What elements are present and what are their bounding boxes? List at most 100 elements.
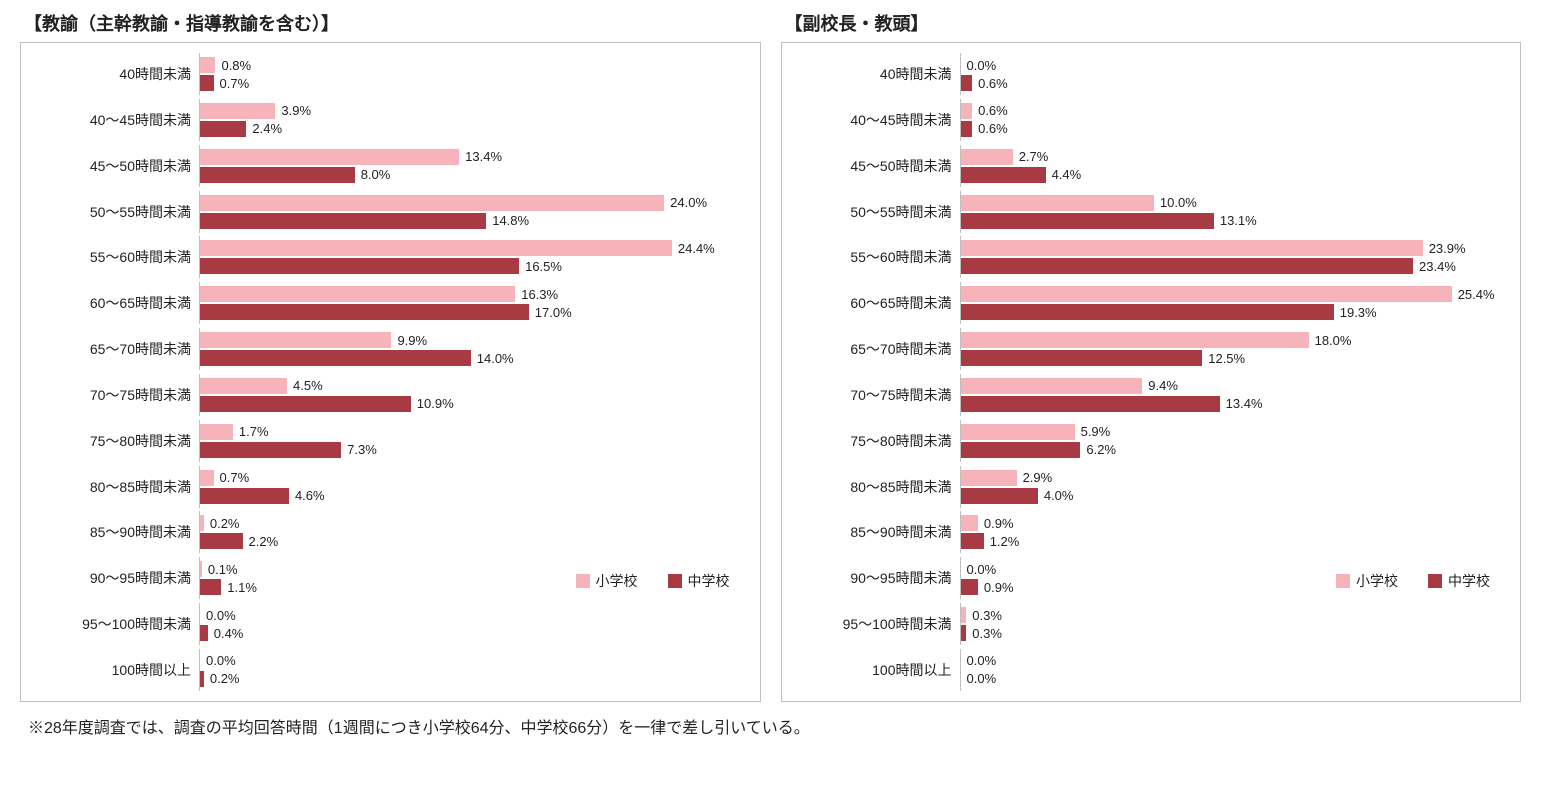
legend: 小学校 中学校	[576, 571, 730, 591]
bar	[961, 396, 1220, 412]
chart-row: 40時間未満0.0%0.6%	[782, 53, 1503, 95]
bar-value-label: 13.1%	[1220, 213, 1257, 228]
bar	[200, 167, 355, 183]
bar-value-label: 2.7%	[1019, 149, 1049, 164]
bar	[200, 470, 214, 486]
bar	[961, 488, 1038, 504]
category-label: 80～85時間未満	[782, 477, 960, 497]
bar-value-label: 2.2%	[249, 534, 279, 549]
chart-row: 55～60時間未満24.4%16.5%	[21, 236, 742, 278]
bar	[961, 332, 1309, 348]
category-label: 65～70時間未満	[782, 339, 960, 359]
bar	[961, 103, 973, 119]
bar-value-label: 0.0%	[967, 653, 997, 668]
legend-swatch	[1336, 574, 1350, 588]
category-label: 55～60時間未満	[782, 247, 960, 267]
bar-value-label: 19.3%	[1340, 305, 1377, 320]
legend-item: 中学校	[668, 571, 730, 591]
bar	[200, 350, 471, 366]
bar-value-label: 0.6%	[978, 76, 1008, 91]
bar-value-label: 25.4%	[1458, 287, 1495, 302]
chart-row: 55～60時間未満23.9%23.4%	[782, 236, 1503, 278]
bar	[200, 625, 208, 641]
chart-row: 65～70時間未満18.0%12.5%	[782, 328, 1503, 370]
bar-value-label: 17.0%	[535, 305, 572, 320]
chart-row: 40時間未満0.8%0.7%	[21, 53, 742, 95]
category-label: 40時間未満	[21, 64, 199, 84]
bar	[200, 213, 486, 229]
bar	[961, 607, 967, 623]
bar-value-label: 5.9%	[1081, 424, 1111, 439]
bar-value-label: 0.6%	[978, 103, 1008, 118]
chart-row: 95～100時間未満0.3%0.3%	[782, 603, 1503, 645]
bar-value-label: 0.0%	[967, 671, 997, 686]
bar	[961, 350, 1203, 366]
bar-value-label: 0.2%	[210, 671, 240, 686]
legend: 小学校中学校	[1336, 571, 1490, 591]
bar-value-label: 0.0%	[206, 608, 236, 623]
bar-value-label: 7.3%	[347, 442, 377, 457]
bar-value-label: 0.7%	[220, 470, 250, 485]
chart-box: 40時間未満0.0%0.6%40～45時間未満0.6%0.6%45～50時間未満…	[781, 42, 1522, 702]
bar-value-label: 0.6%	[978, 121, 1008, 136]
bar-value-label: 6.2%	[1086, 442, 1116, 457]
category-label: 80～85時間未満	[21, 477, 199, 497]
bar	[200, 396, 411, 412]
bar-value-label: 0.0%	[967, 562, 997, 577]
category-label: 65～70時間未満	[21, 339, 199, 359]
bar	[200, 75, 214, 91]
bar-value-label: 0.0%	[206, 653, 236, 668]
bar-value-label: 1.1%	[227, 580, 257, 595]
category-label: 90～95時間未満	[782, 568, 960, 588]
bar	[961, 149, 1013, 165]
legend-label: 中学校	[1448, 571, 1490, 591]
bar	[961, 378, 1143, 394]
category-label: 60～65時間未満	[782, 293, 960, 313]
bar-value-label: 1.7%	[239, 424, 269, 439]
bar-value-label: 0.0%	[967, 58, 997, 73]
category-label: 70～75時間未満	[782, 385, 960, 405]
chart-row: 45～50時間未満2.7%4.4%	[782, 145, 1503, 187]
category-label: 50～55時間未満	[782, 202, 960, 222]
bar	[200, 442, 341, 458]
bar-value-label: 13.4%	[1226, 396, 1263, 411]
bar-value-label: 0.9%	[984, 516, 1014, 531]
chart-row: 80～85時間未満 2.9% 4.0%	[782, 466, 1503, 508]
chart-row: 70～75時間未満 9.4% 13.4%	[782, 374, 1503, 416]
bar-value-label: 3.9%	[281, 103, 311, 118]
bar	[200, 561, 202, 577]
bar	[200, 424, 233, 440]
category-label: 85～90時間未満	[21, 522, 199, 542]
category-label: 75～80時間未満	[782, 431, 960, 451]
bar	[200, 103, 275, 119]
bar-value-label: 1.2%	[990, 534, 1020, 549]
category-label: 60～65時間未満	[21, 293, 199, 313]
bar-value-label: 16.5%	[525, 259, 562, 274]
bar-value-label: 2.9%	[1023, 470, 1053, 485]
bar-value-label: 13.4%	[465, 149, 502, 164]
chart-row: 85～90時間未満0.9%1.2%	[782, 511, 1503, 553]
bar-value-label: 14.8%	[492, 213, 529, 228]
chart-title: 【教諭（主幹教諭・指導教諭を含む）】	[24, 10, 761, 36]
bar-value-label: 4.0%	[1044, 488, 1074, 503]
bar	[200, 378, 287, 394]
legend-swatch	[668, 574, 682, 588]
chart-row: 80～85時間未満0.7%4.6%	[21, 466, 742, 508]
category-label: 45～50時間未満	[782, 156, 960, 176]
bar-value-label: 0.4%	[214, 626, 244, 641]
legend-swatch	[576, 574, 590, 588]
chart-row: 60～65時間未満 25.4% 19.3%	[782, 282, 1503, 324]
bar-value-label: 23.4%	[1419, 259, 1456, 274]
legend-item: 小学校	[576, 571, 638, 591]
category-label: 70～75時間未満	[21, 385, 199, 405]
bar-value-label: 9.4%	[1148, 378, 1178, 393]
bar	[200, 258, 519, 274]
bar	[961, 121, 973, 137]
bar	[961, 240, 1423, 256]
legend-label: 小学校	[596, 571, 638, 591]
bar-value-label: 0.9%	[984, 580, 1014, 595]
category-label: 100時間以上	[21, 660, 199, 680]
bar	[200, 121, 246, 137]
chart-row: 45～50時間未満13.4%8.0%	[21, 145, 742, 187]
bar	[200, 149, 459, 165]
